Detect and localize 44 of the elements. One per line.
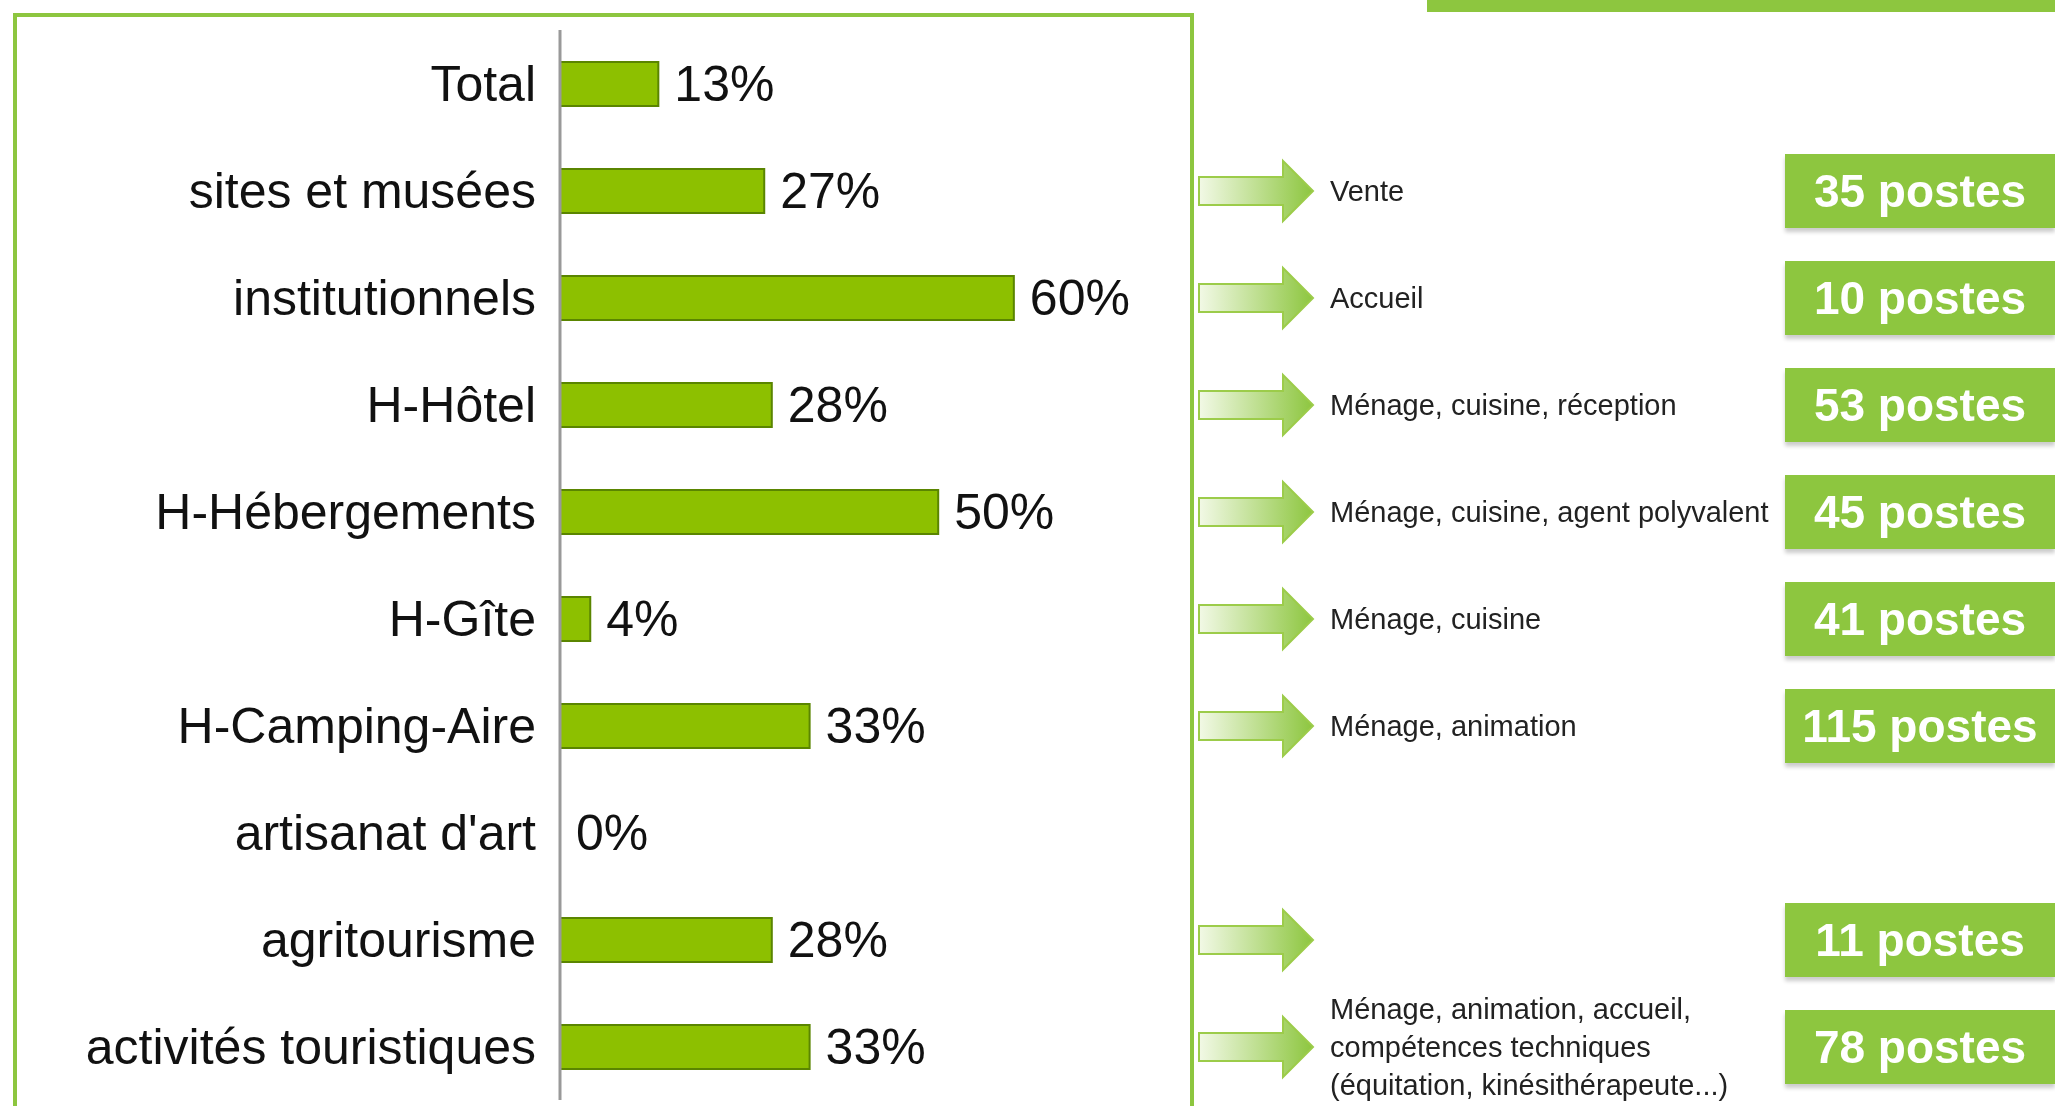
text: 41 postes: [1785, 581, 2055, 656]
bar: [559, 168, 766, 214]
data-label: 50%: [954, 482, 1055, 541]
y-tick-label: H-Gîte: [388, 591, 536, 648]
bar: [559, 489, 940, 535]
text: 53 postes: [1785, 367, 2055, 442]
y-tick-label: activités touristiques: [85, 1019, 536, 1076]
data-label: 4%: [606, 589, 679, 648]
text: Ménage, cuisine, réception: [1330, 387, 1678, 423]
text: 35 postes: [1785, 153, 2055, 228]
y-tick-label: Total: [430, 56, 536, 113]
bar: [559, 382, 773, 428]
text: 45 postes: [1785, 474, 2055, 549]
y-tick-label: H-Hôtel: [366, 377, 536, 434]
text: Ménage, animation, accueil, compétences techniques (équitation, kinésithérapeute...): [1330, 991, 1730, 1103]
text: 10 postes: [1785, 260, 2055, 335]
bar: [559, 61, 660, 107]
y-tick-label: H-Hébergements: [155, 484, 536, 541]
bar: [559, 596, 592, 642]
text: Accueil: [1330, 280, 1425, 316]
data-label: 28%: [787, 910, 888, 969]
bar: [559, 703, 811, 749]
bar: [559, 1024, 811, 1070]
y-tick-label: H-Camping-Aire: [177, 698, 536, 755]
text: 78 postes: [1785, 1009, 2055, 1084]
data-label: 60%: [1029, 268, 1130, 327]
text: 115 postes: [1785, 688, 2055, 763]
text: 11 postes: [1785, 902, 2055, 977]
y-tick-label: agritourisme: [260, 912, 536, 969]
y-tick-label: sites et musées: [188, 163, 536, 220]
y-tick-label: artisanat d'art: [234, 805, 537, 862]
text: Ménage, cuisine, agent polyvalent: [1330, 494, 1770, 530]
data-label: 28%: [787, 375, 888, 434]
bar: [559, 917, 773, 963]
data-label: 33%: [825, 1017, 926, 1076]
bar: [559, 275, 1015, 321]
text: Ménage, animation: [1330, 708, 1578, 744]
y-tick-label: institutionnels: [233, 270, 536, 327]
data-label: 13%: [674, 54, 775, 113]
data-label: 27%: [780, 161, 881, 220]
text: Vente: [1330, 173, 1406, 209]
text: Ménage, cuisine: [1330, 601, 1543, 637]
data-label: 0%: [576, 803, 649, 862]
data-label: 33%: [825, 696, 926, 755]
